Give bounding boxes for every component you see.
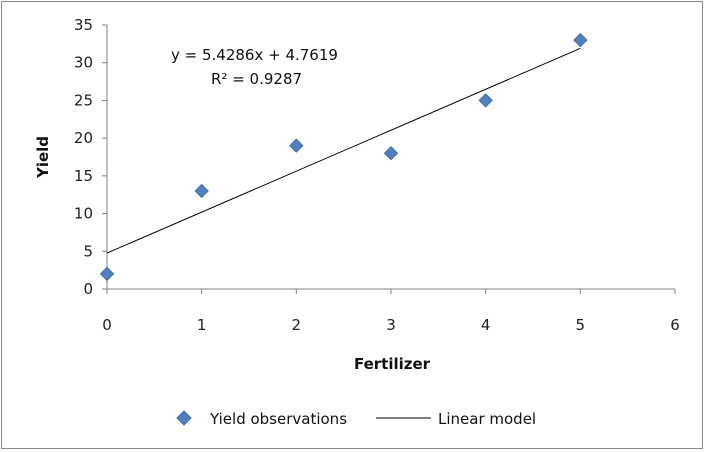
legend-label-observations: Yield observations bbox=[209, 410, 347, 428]
y-tick-label: 35 bbox=[74, 16, 93, 34]
x-tick-label: 2 bbox=[292, 316, 302, 334]
data-point bbox=[478, 93, 493, 108]
legend-diamond-icon bbox=[176, 410, 192, 426]
x-tick-label: 0 bbox=[102, 316, 112, 334]
data-point bbox=[383, 146, 399, 161]
y-tick-label: 30 bbox=[74, 54, 93, 72]
data-point bbox=[194, 183, 209, 199]
trendline-equation: y = 5.4286x + 4.7619 bbox=[171, 46, 338, 64]
trendline-layer bbox=[106, 47, 581, 254]
points-layer bbox=[99, 32, 588, 282]
trendline bbox=[106, 47, 581, 254]
y-tick-label: 15 bbox=[74, 167, 93, 185]
y-tick-label: 20 bbox=[74, 129, 93, 147]
y-tick-label: 10 bbox=[74, 205, 93, 223]
y-tick-label: 25 bbox=[74, 91, 93, 109]
data-point bbox=[289, 138, 304, 153]
x-axis-title: Fertilizer bbox=[354, 355, 431, 373]
data-point bbox=[573, 32, 588, 48]
x-tick-label: 3 bbox=[386, 316, 396, 334]
legend-label-linear-model: Linear model bbox=[438, 410, 536, 428]
legend: Yield observations Linear model bbox=[176, 410, 536, 428]
y-tick-label: 0 bbox=[83, 280, 93, 298]
x-tick-label: 5 bbox=[576, 316, 586, 334]
x-tick-label: 4 bbox=[481, 316, 491, 334]
data-point bbox=[99, 266, 115, 282]
y-axis-title: Yield bbox=[34, 136, 52, 179]
ticks-layer: 0 5 10 15 20 25 30 35 0 1 2 3 4 5 6 bbox=[74, 16, 680, 334]
y-tick-label: 5 bbox=[83, 242, 93, 260]
x-tick-label: 6 bbox=[670, 316, 680, 334]
x-tick-label: 1 bbox=[197, 316, 207, 334]
r-squared-label: R² = 0.9287 bbox=[211, 70, 302, 88]
